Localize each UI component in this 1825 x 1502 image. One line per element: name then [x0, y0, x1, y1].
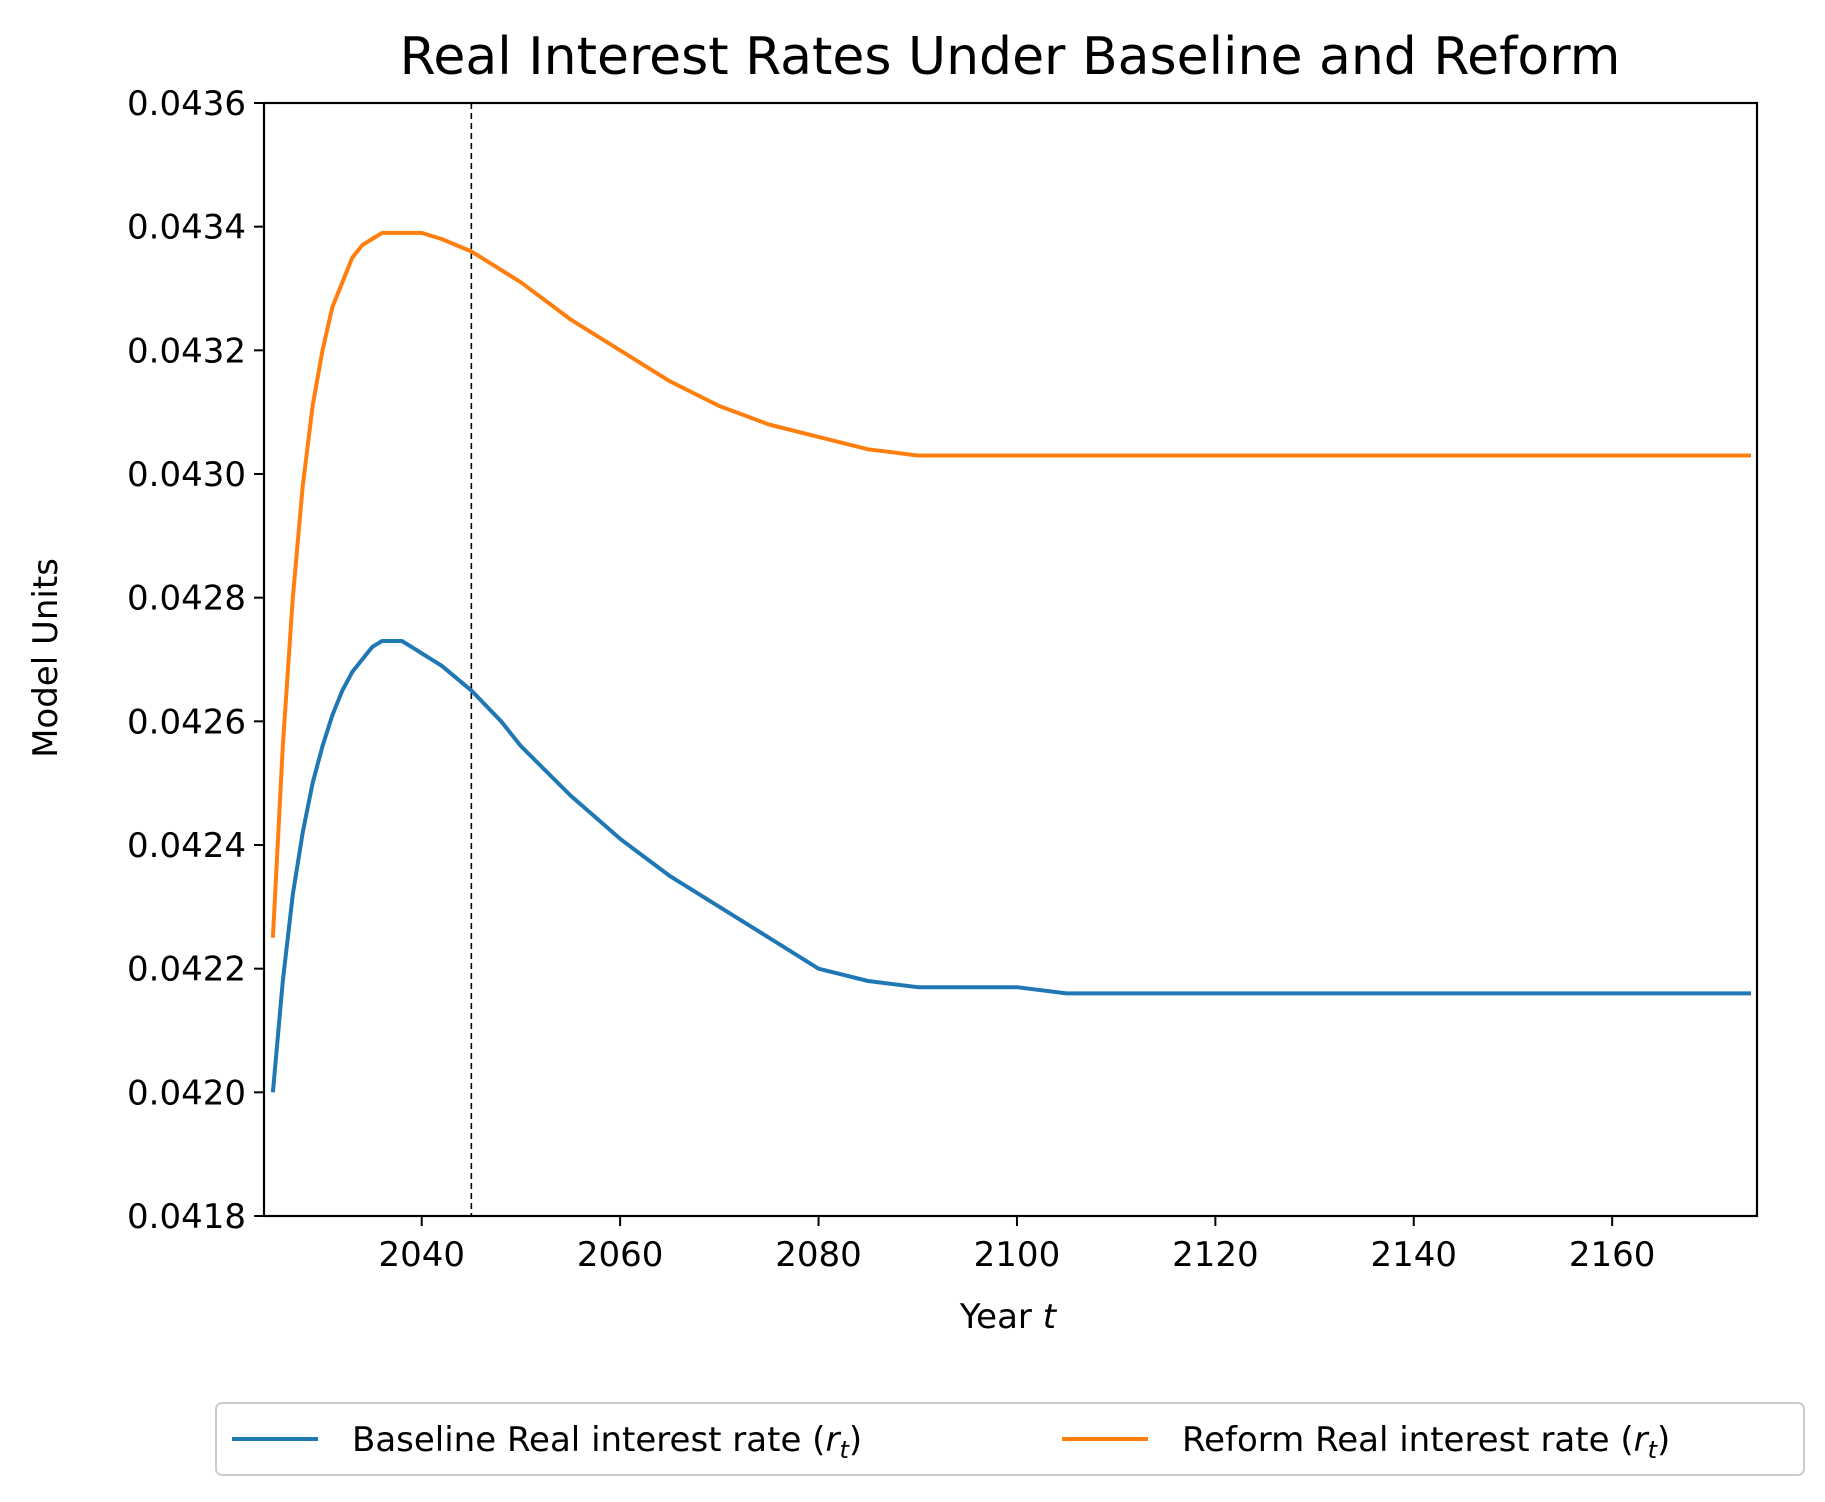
x-tick-label: 2080: [775, 1235, 862, 1275]
x-tick-label: 2060: [577, 1235, 664, 1275]
x-tick-label: 2120: [1172, 1235, 1259, 1275]
y-tick-label: 0.0422: [127, 950, 246, 990]
x-tick-label: 2160: [1569, 1235, 1656, 1275]
x-axis-label: Year t: [959, 1297, 1058, 1337]
x-axis-label-text: Year: [959, 1297, 1043, 1337]
series-line-baseline: [270, 639, 1751, 1093]
x-axis-label-variable: t: [1043, 1297, 1058, 1337]
series-line-reform: [270, 230, 1751, 938]
y-tick-label: 0.0434: [127, 208, 246, 248]
x-tick-label: 2040: [378, 1235, 465, 1275]
legend-label-reform: Reform Real interest rate (rt): [1182, 1420, 1670, 1464]
legend-label-baseline: Baseline Real interest rate (rt): [352, 1420, 862, 1464]
x-tick-label: 2100: [974, 1235, 1061, 1275]
y-tick-label: 0.0424: [127, 826, 246, 866]
y-tick-label: 0.0432: [127, 331, 246, 371]
y-axis-label: Model Units: [26, 558, 66, 758]
legend: Baseline Real interest rate (rt) Reform …: [215, 1402, 1805, 1476]
axes-frame: [262, 101, 1759, 1218]
legend-box: [215, 1402, 1805, 1476]
y-tick-label: 0.0420: [127, 1073, 246, 1113]
x-axis: 2040 2060 2080 2100 2120 2140 2160: [378, 1216, 1655, 1275]
plot-area: [262, 101, 1759, 1218]
y-tick-label: 0.0436: [127, 84, 246, 124]
y-tick-label: 0.0430: [127, 455, 246, 495]
y-tick-label: 0.0428: [127, 579, 246, 619]
x-tick-label: 2140: [1370, 1235, 1457, 1275]
series-lines: [270, 230, 1751, 1093]
y-tick-label: 0.0426: [127, 702, 246, 742]
y-axis: 0.0418 0.0420 0.0422 0.0424 0.0426 0.0428 0.04…: [127, 84, 264, 1237]
chart-title: Real Interest Rates Under Baseline and R…: [400, 27, 1621, 87]
y-tick-label: 0.0418: [127, 1197, 246, 1237]
